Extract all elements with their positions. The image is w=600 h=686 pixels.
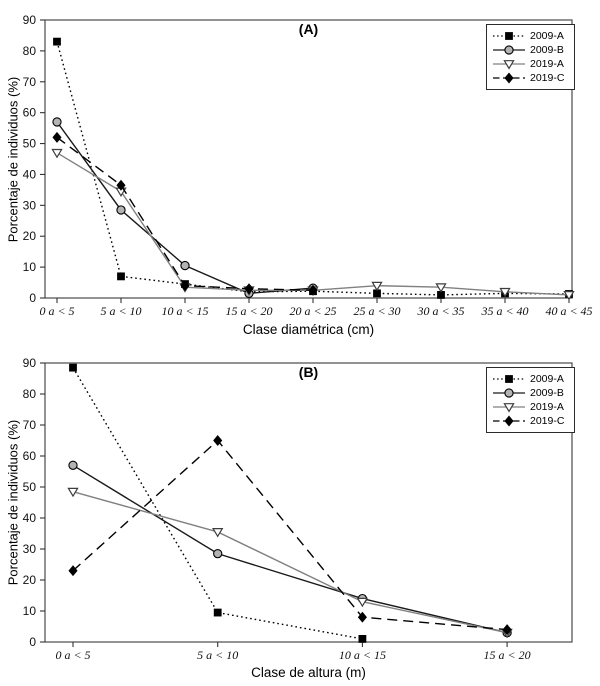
x-axis-title-a: Clase diamétrica (cm) [242,322,375,337]
y-tick-label: 20 [23,573,37,587]
legend-label: 2009-A [530,373,564,385]
legend-sample-diamond-icon [493,415,525,427]
x-tick-label: 10 a < 15 [161,304,208,318]
plot-frame [44,362,573,643]
x-axis-title-b: Clase de altura (m) [251,665,366,680]
y-tick-label: 40 [23,511,37,525]
legend-label: 2019-C [530,72,565,84]
y-tick-label: 80 [23,44,37,58]
legend-label: 2019-A [530,401,564,413]
legend-sample-diamond-icon [493,72,525,84]
x-tick-label: 0 a < 5 [55,648,90,662]
legend-row-2009-B: 2009-B [492,43,569,57]
x-tick-label: 25 a < 30 [353,304,400,318]
y-tick-label: 10 [23,604,37,618]
y-axis: 0 10 20 30 40 50 60 70 80 90 [23,356,45,649]
y-tick-label: 50 [23,137,37,151]
legend-row-2019-A: 2019-A [492,400,569,414]
legend-row-2019-A: 2019-A [492,57,569,71]
legend-row-2009-A: 2009-A [492,29,569,43]
chart-a: 0 10 20 30 40 50 60 70 80 90 0 a < 5 5 a < 10 10 a <… [5,13,593,337]
x-tick-label: 5 a < 10 [197,648,238,662]
series-2019-A [67,487,513,639]
legend-sample-circle-icon [493,388,525,398]
x-tick-label: 40 a < 45 [545,304,592,318]
legend-label: 2009-B [530,44,564,56]
x-axis: 0 a < 5 5 a < 10 10 a < 15 15 a < 20 [55,642,531,662]
y-axis-title-a: Porcentaje de individuos (%) [5,76,21,243]
series-2009-B [52,117,318,299]
y-axis-title-b: Porcentaje de individuos (%) [5,419,21,586]
x-tick-label: 10 a < 15 [339,648,386,662]
series-2009-B [68,460,512,638]
legend-sample-triangle-down-icon [493,60,525,70]
y-tick-label: 80 [23,387,37,401]
y-tick-label: 0 [29,291,36,305]
y-tick-label: 40 [23,167,37,181]
legend-row-2009-A: 2009-A [492,372,569,386]
y-tick-label: 20 [23,229,37,243]
x-tick-label: 5 a < 10 [100,304,141,318]
x-tick-label: 15 a < 20 [484,648,531,662]
legend-row-2019-C: 2019-C [492,71,569,85]
legend-b: 2009-A 2009-B 2019-A 2019-C [486,367,575,433]
legend-row-2009-B: 2009-B [492,386,569,400]
legend-label: 2009-B [530,387,564,399]
series-2019-C [68,435,512,636]
plot-frame [44,19,573,299]
plot-area-a: 0 10 20 30 40 50 60 70 80 90 0 a < 5 5 a < 10 10 a <… [23,13,593,318]
legend-label: 2019-C [530,415,565,427]
legend-sample-circle-icon [493,45,525,55]
x-tick-label: 30 a < 35 [416,304,464,318]
y-tick-label: 0 [29,635,36,649]
legend-label: 2009-A [530,30,564,42]
x-axis: 0 a < 5 5 a < 10 10 a < 15 15 a < 20 20 a < … [39,298,593,318]
x-tick-label: 0 a < 5 [39,304,74,318]
plot-area-b: 0 10 20 30 40 50 60 70 80 90 0 a < 5 5 a < 10 10 a <… [23,356,573,662]
y-tick-label: 30 [23,542,37,556]
legend-sample-square-icon [493,375,525,383]
legend-a: 2009-A 2009-B 2019-A 2019-C [486,24,575,90]
y-tick-label: 90 [23,356,37,370]
panel-label-b: (B) [298,364,319,380]
series-2009-A [69,363,367,643]
legend-row-2019-C: 2019-C [492,414,569,428]
legend-label: 2019-A [530,58,564,70]
y-tick-label: 30 [23,198,37,212]
x-tick-label: 20 a < 25 [289,304,336,318]
y-axis: 0 10 20 30 40 50 60 70 80 90 [23,13,45,305]
x-tick-label: 15 a < 20 [225,304,272,318]
series-2019-A [51,148,575,301]
panel-label-a: (A) [298,21,319,37]
y-tick-label: 60 [23,106,37,120]
y-tick-label: 70 [23,75,37,89]
y-tick-label: 10 [23,260,37,274]
x-tick-label: 35 a < 40 [480,304,528,318]
y-tick-label: 90 [23,13,37,27]
series-2019-C [52,131,318,296]
y-tick-label: 50 [23,480,37,494]
y-tick-label: 60 [23,449,37,463]
chart-b: 0 10 20 30 40 50 60 70 80 90 0 a < 5 5 a < 10 10 a <… [0,343,600,686]
y-tick-label: 70 [23,418,37,432]
legend-sample-square-icon [493,32,525,40]
legend-sample-triangle-down-icon [493,403,525,413]
